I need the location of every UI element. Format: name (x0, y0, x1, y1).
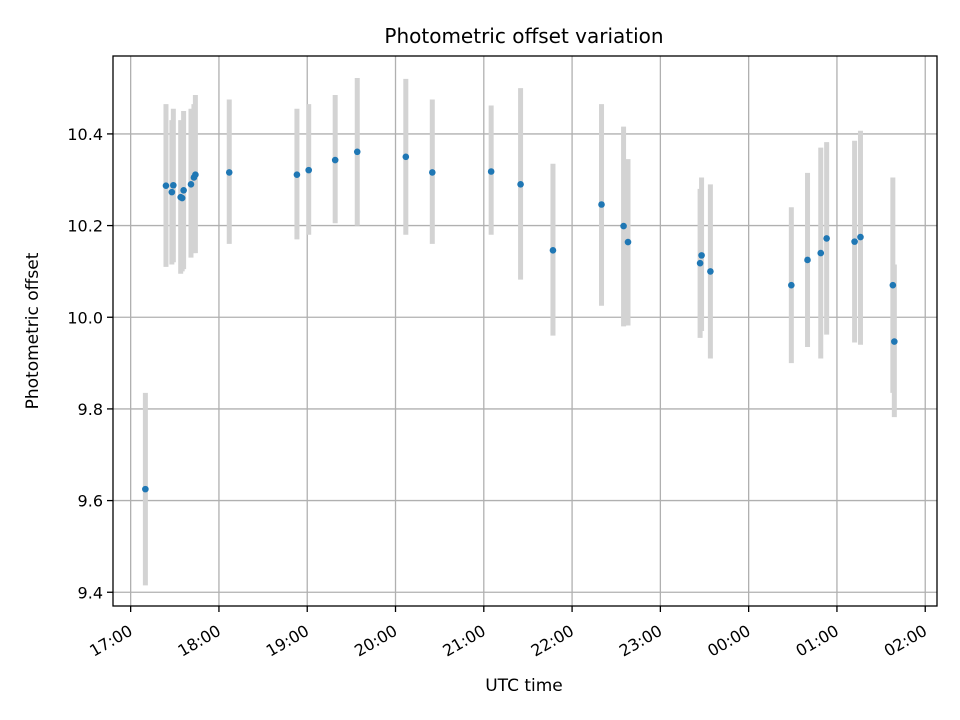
data-point (402, 153, 410, 161)
y-tick-label: 10.0 (67, 308, 103, 327)
data-point (305, 166, 313, 174)
y-tick-label: 9.4 (78, 583, 103, 602)
data-point (549, 247, 557, 254)
x-tick-label: 00:00 (704, 621, 753, 661)
data-point (857, 233, 864, 241)
x-tick-label: 01:00 (793, 621, 842, 661)
data-point (788, 281, 795, 289)
data-point (178, 194, 186, 202)
data-point (624, 238, 632, 246)
x-axis-label: UTC time (485, 676, 563, 696)
data-point (170, 181, 177, 189)
data-point (162, 182, 170, 190)
data-point (696, 259, 704, 267)
y-tick-label: 10.2 (67, 217, 103, 236)
plot-frame (112, 55, 938, 607)
data-point (707, 268, 714, 275)
x-tick-label: 20:00 (351, 621, 400, 661)
x-tick-label: 21:00 (439, 621, 488, 661)
data-point (293, 171, 301, 179)
x-tick-label: 17:00 (86, 621, 135, 661)
data-point (823, 235, 830, 242)
data-point (889, 281, 897, 289)
data-point (353, 148, 361, 156)
chart-title: Photometric offset variation (384, 24, 663, 48)
data-point (891, 338, 898, 345)
data-point (331, 156, 339, 164)
x-tick-label: 18:00 (175, 621, 224, 661)
y-tick-label: 10.4 (67, 125, 103, 144)
data-point (620, 222, 627, 230)
data-point (851, 238, 858, 245)
data-point (817, 249, 825, 257)
data-point (168, 188, 176, 196)
data-point (180, 186, 187, 194)
data-point (225, 169, 233, 176)
data-point (429, 169, 436, 176)
y-axis-label: Photometric offset (23, 252, 43, 409)
data-point (187, 181, 195, 188)
x-tick-label: 22:00 (528, 621, 577, 661)
error-bars (142, 78, 897, 586)
data-point (598, 201, 605, 208)
x-tick-label: 23:00 (616, 621, 665, 661)
data-point (142, 485, 149, 493)
y-tick-label: 9.6 (78, 492, 103, 511)
data-point (517, 181, 524, 188)
y-tick-label: 9.8 (78, 400, 103, 419)
data-point (487, 168, 495, 175)
grid-layer (113, 56, 937, 606)
x-tick-label: 02:00 (881, 621, 930, 661)
data-point (698, 252, 705, 259)
data-point (804, 256, 811, 264)
data-point (192, 171, 199, 179)
data-points (142, 148, 898, 493)
x-tick-label: 19:00 (263, 621, 312, 661)
